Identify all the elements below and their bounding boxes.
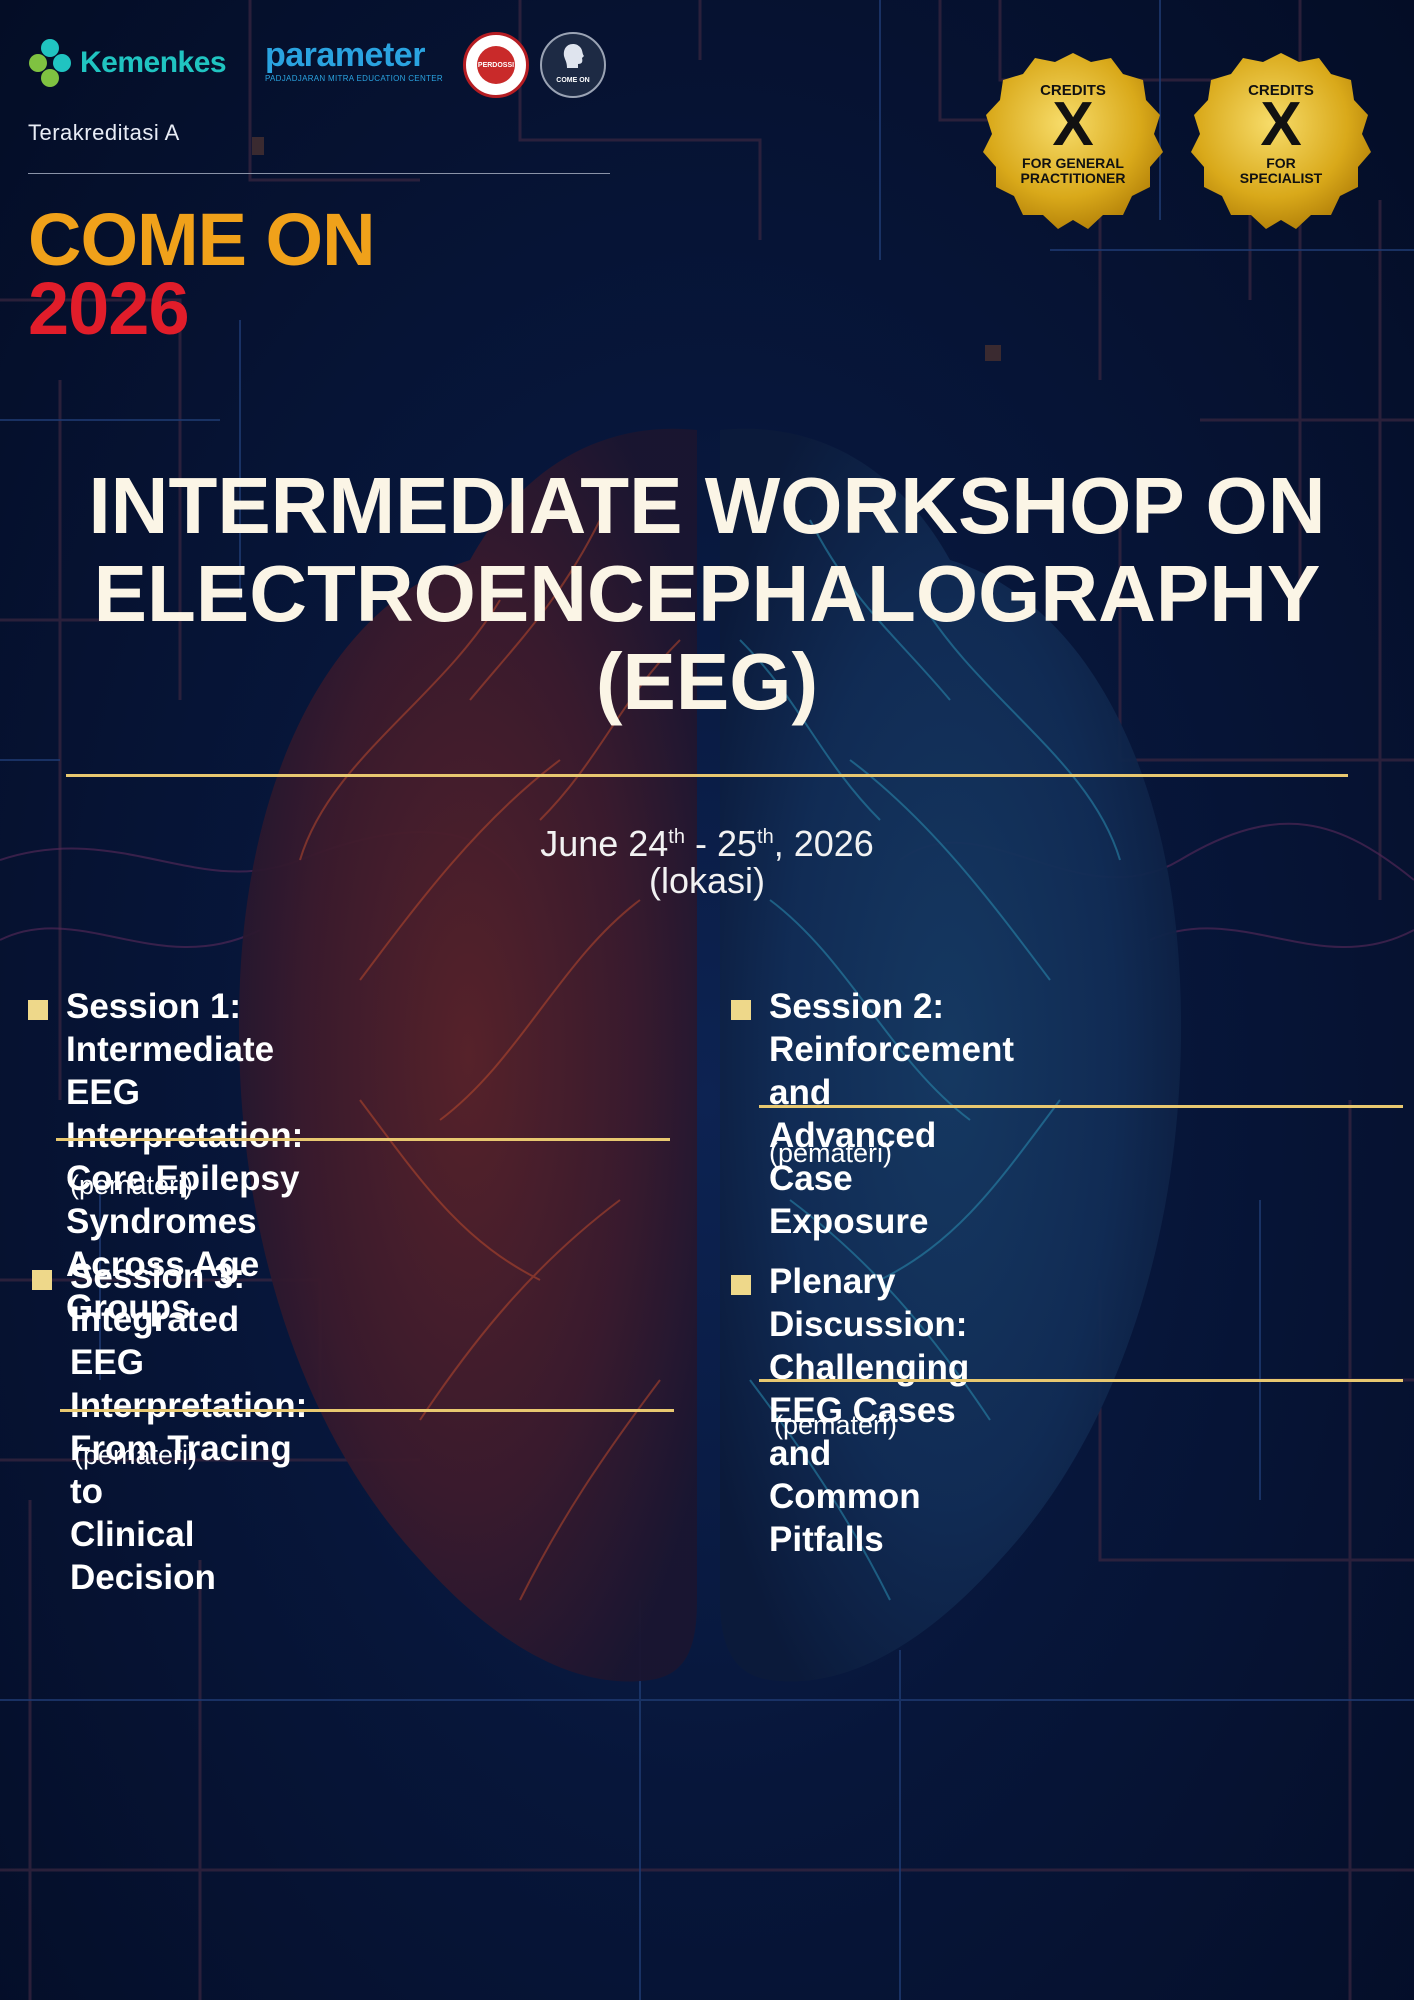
- title-line-2: ELECTROENCEPHALOGRAPHY: [93, 549, 1321, 638]
- date-end-suffix: th: [757, 826, 774, 848]
- session-title-line: Session 2: Reinforcement and: [769, 987, 1015, 1112]
- session-3-title: Session 3: Integrated EEG Interpretation…: [70, 1255, 307, 1599]
- session-title-line: Session 3: Integrated EEG: [70, 1257, 246, 1382]
- comeon-seal-label: COME ON: [556, 76, 590, 84]
- session-title-line: Advanced Case Exposure: [769, 1116, 937, 1241]
- badge-audience-line2: PRACTITIONER: [1020, 170, 1126, 186]
- date-start: June 24: [540, 823, 669, 864]
- kemenkes-label: Kemenkes: [80, 46, 227, 79]
- workshop-title: INTERMEDIATE WORKSHOP ON ELECTROENCEPHAL…: [40, 462, 1374, 726]
- session-title-line: Interpretation: From Tracing to: [70, 1386, 308, 1511]
- session-2-divider: [759, 1105, 1403, 1108]
- parameter-label: parameter: [265, 36, 425, 74]
- session-title-line: Plenary Discussion: Challenging: [769, 1262, 970, 1387]
- session-title-line: Clinical Decision: [70, 1515, 216, 1597]
- come-on-heading: COME ON: [28, 198, 376, 281]
- badge-audience: FOR GENERAL PRACTITIONER: [978, 156, 1168, 186]
- badge-audience-line1: FOR GENERAL: [1022, 155, 1124, 171]
- badge-audience-line2: SPECIALIST: [1239, 170, 1323, 186]
- plenary-divider: [759, 1379, 1403, 1382]
- square-bullet-icon: [32, 1270, 52, 1290]
- session-title-line: Session 1: Intermediate EEG: [66, 987, 275, 1112]
- perdossi-label: PERDOSSI: [477, 46, 515, 84]
- parameter-logo: parameter PADJADJARAN MITRA EDUCATION CE…: [265, 38, 443, 83]
- square-bullet-icon: [28, 1000, 48, 1020]
- plenary-title: Plenary Discussion: Challenging EEG Case…: [769, 1260, 969, 1561]
- session-title-line: Interpretation: Core Epilepsy: [66, 1116, 304, 1198]
- gold-seal-icon: [1191, 53, 1371, 229]
- badge-credits-label: CREDITS: [1248, 82, 1314, 99]
- kemenkes-logo: Kemenkes: [28, 38, 227, 88]
- credit-badge-specialist: CREDITS X FOR SPECIALIST: [1186, 48, 1376, 238]
- perdossi-seal: PERDOSSI: [463, 32, 529, 98]
- badge-audience-line1: FOR: [1266, 155, 1296, 171]
- session-3-speaker: (pemateri): [74, 1440, 198, 1470]
- kemenkes-leaf-icon: [29, 39, 71, 87]
- badge-credit-value: X: [1052, 90, 1094, 159]
- header-divider: [28, 173, 610, 174]
- session-2-speaker: (pemateri): [769, 1138, 893, 1168]
- session-title-line: EEG Cases and Common Pitfalls: [769, 1391, 956, 1559]
- gold-seal-icon: [983, 53, 1163, 229]
- event-date: June 24th - 25th, 2026: [0, 815, 1414, 866]
- badge-audience: FOR SPECIALIST: [1186, 156, 1376, 186]
- date-year: , 2026: [773, 823, 874, 864]
- session-1-speaker: (pemateri): [70, 1170, 194, 1200]
- title-divider: [66, 774, 1348, 777]
- session-1-title: Session 1: Intermediate EEG Interpretati…: [66, 985, 303, 1329]
- square-bullet-icon: [731, 1275, 751, 1295]
- date-start-suffix: th: [668, 826, 685, 848]
- session-2-title: Session 2: Reinforcement and Advanced Ca…: [769, 985, 1014, 1243]
- session-1-divider: [56, 1138, 670, 1141]
- square-bullet-icon: [731, 1000, 751, 1020]
- accreditation-text: Terakreditasi A: [28, 120, 180, 145]
- parameter-sub-label: PADJADJARAN MITRA EDUCATION CENTER: [265, 74, 443, 83]
- credit-badge-general: CREDITS X FOR GENERAL PRACTITIONER: [978, 48, 1168, 238]
- head-profile-icon: [563, 44, 584, 68]
- badge-credits-label: CREDITS: [1040, 82, 1106, 99]
- session-title-line: Syndromes Across Age Groups: [66, 1202, 260, 1327]
- comeon-seal: COME ON: [540, 32, 606, 98]
- title-line-1: INTERMEDIATE WORKSHOP ON: [88, 461, 1326, 550]
- event-location: (lokasi): [648, 860, 765, 901]
- event-year: 2026: [28, 267, 190, 350]
- badge-credit-value: X: [1260, 90, 1302, 159]
- title-line-3: (EEG): [595, 637, 819, 726]
- session-3-divider: [60, 1409, 674, 1412]
- date-end: - 25: [684, 823, 758, 864]
- plenary-speaker: (pemateri): [774, 1410, 898, 1440]
